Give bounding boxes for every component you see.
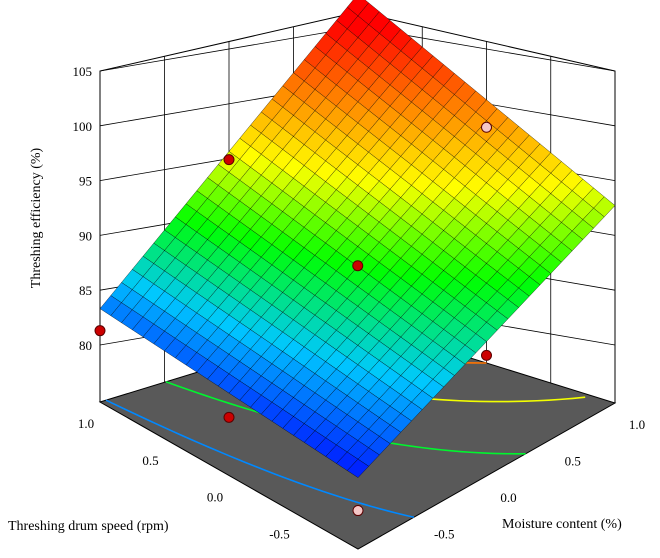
design-point <box>223 154 235 166</box>
design-point <box>481 121 492 133</box>
contour-line <box>105 399 415 519</box>
y-tick-label: 0.0 <box>500 490 516 505</box>
z-tick-label: 105 <box>73 64 93 79</box>
z-tick-label: 85 <box>79 283 92 298</box>
x-tick-label: 0.5 <box>142 453 158 468</box>
tick-labels: 80859095100105-1-0.50.00.51.0-1-0.50.00.… <box>73 64 646 542</box>
design-point <box>481 349 492 361</box>
z-tick-label: 95 <box>79 174 92 189</box>
design-point <box>94 325 106 337</box>
design-points <box>94 121 492 517</box>
response-surface <box>99 0 616 478</box>
y-tick-label: 1.0 <box>629 417 645 432</box>
design-point <box>352 260 364 272</box>
x-tick-label: 1.0 <box>78 416 94 431</box>
z-tick-label: 80 <box>79 338 92 353</box>
surface-cell <box>346 458 369 478</box>
z-axis-label: Threshing efficiency (%) <box>29 147 44 288</box>
x-tick-label: -0.5 <box>269 526 290 541</box>
x-tick-label: 0.0 <box>207 490 223 505</box>
y-axis-label: Moisture content (%) <box>502 517 622 532</box>
y-tick-label: -0.5 <box>434 527 455 542</box>
design-point <box>352 505 364 517</box>
y-tick-label: 0.5 <box>565 454 581 469</box>
design-point <box>223 411 235 423</box>
z-tick-label: 90 <box>79 228 92 243</box>
x-axis-label: Threshing drum speed (rpm) <box>8 519 169 534</box>
z-tick-label: 100 <box>73 119 93 134</box>
